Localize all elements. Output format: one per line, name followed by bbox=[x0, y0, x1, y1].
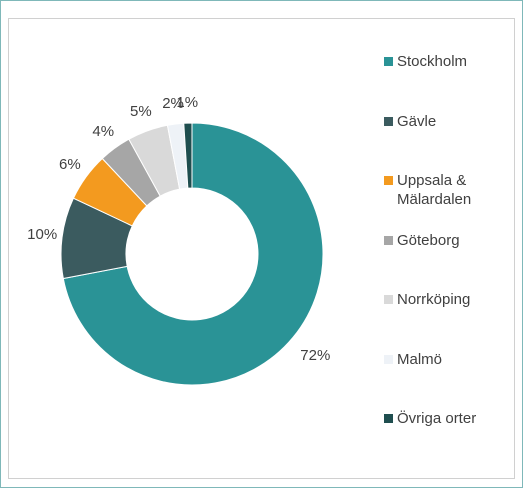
legend-label: Malmö bbox=[397, 350, 443, 368]
legend-item: Göteborg bbox=[384, 231, 504, 250]
legend-label: Göteborg bbox=[397, 231, 460, 249]
legend-swatch bbox=[384, 57, 393, 66]
legend-label: Gävle bbox=[397, 112, 437, 130]
chart-border bbox=[8, 18, 515, 479]
legend-item: Norrköping bbox=[384, 290, 504, 309]
slice bbox=[62, 122, 324, 386]
data-label: 72% bbox=[300, 347, 330, 364]
data-label: 2% bbox=[162, 95, 184, 112]
legend-item: Gävle bbox=[384, 112, 504, 131]
legend-item: Stockholm bbox=[384, 52, 504, 71]
data-label: 1% bbox=[176, 94, 198, 111]
legend-label: Stockholm bbox=[397, 53, 468, 70]
legend-swatch bbox=[384, 354, 393, 364]
legend-label: Uppsala & Mälardalen bbox=[397, 172, 472, 208]
data-label: 5% bbox=[130, 103, 152, 120]
legend-item: Övriga orter bbox=[384, 409, 504, 428]
legend-swatch bbox=[384, 176, 393, 185]
legend-swatch bbox=[384, 414, 393, 423]
legend-swatch bbox=[384, 295, 393, 304]
legend-label: Norrköping bbox=[397, 291, 471, 308]
legend-item: Malmö bbox=[384, 350, 504, 369]
legend-label: Övriga orter bbox=[397, 410, 477, 427]
legend-item: Uppsala & Mälardalen bbox=[384, 171, 504, 209]
data-label: 6% bbox=[59, 156, 81, 173]
data-label: 10% bbox=[27, 226, 57, 243]
slice bbox=[183, 122, 193, 189]
legend-swatch bbox=[384, 116, 393, 126]
legend-swatch bbox=[384, 235, 393, 245]
data-label: 4% bbox=[92, 123, 114, 140]
